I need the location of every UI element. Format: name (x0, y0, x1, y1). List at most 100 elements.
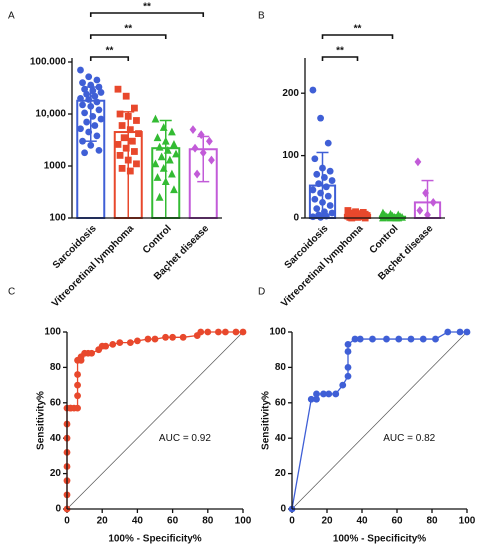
y-tick-label: 100 (44, 327, 61, 338)
significance: ** (354, 24, 362, 35)
point (169, 333, 177, 341)
point (131, 148, 138, 155)
y-tick-label: 20 (275, 468, 287, 479)
x-tick-label: Control (141, 223, 174, 256)
x-tick-label: 60 (391, 516, 403, 527)
y-tick-label: 60 (50, 397, 62, 408)
x-tick-label: 80 (426, 516, 438, 527)
y-tick-label: 40 (275, 433, 287, 444)
point (309, 186, 317, 194)
point (214, 328, 222, 336)
x-tick-label: 40 (132, 516, 144, 527)
point (383, 335, 390, 343)
point (332, 390, 340, 398)
point (97, 115, 105, 123)
point (197, 328, 205, 336)
point (116, 110, 124, 118)
point (324, 139, 332, 147)
point (189, 125, 197, 135)
panel-label: D (258, 287, 265, 298)
point (87, 141, 95, 149)
y-tick-label: 100 (269, 327, 286, 338)
x-tick-label: 20 (97, 516, 109, 527)
point (74, 392, 81, 400)
point (151, 159, 160, 168)
point (395, 335, 403, 343)
point (77, 125, 84, 133)
y-tick-label: 0 (280, 504, 286, 515)
point (134, 337, 141, 345)
point (118, 164, 126, 172)
point (407, 335, 415, 343)
point (222, 328, 229, 336)
point (133, 160, 140, 168)
point (311, 155, 319, 163)
point (135, 130, 142, 137)
x-tick-label: 40 (356, 516, 368, 527)
point (313, 395, 320, 403)
point (239, 328, 247, 336)
point (91, 92, 99, 100)
point (168, 169, 176, 178)
point (116, 151, 124, 159)
point (74, 404, 81, 412)
point (320, 390, 327, 398)
point (144, 335, 152, 343)
significance: ** (124, 24, 132, 35)
point (232, 328, 240, 336)
point (114, 141, 122, 148)
point (81, 149, 88, 157)
point (157, 152, 166, 161)
point (120, 134, 128, 142)
x-tick-label: Control (368, 223, 401, 256)
y-tick-label: 100.000 (30, 57, 67, 68)
bracket (321, 34, 394, 39)
significance: ** (336, 46, 344, 57)
point (170, 185, 178, 194)
significance: ** (143, 2, 151, 13)
y-tick-label: 20 (50, 468, 62, 479)
point (339, 381, 347, 389)
point (126, 167, 134, 175)
point (344, 372, 352, 380)
point (208, 155, 215, 165)
bracket (89, 34, 167, 39)
point (325, 390, 333, 398)
point (309, 86, 317, 94)
point (74, 381, 81, 389)
point (313, 205, 321, 213)
y-axis-title: Sensitivity% (36, 391, 47, 450)
point (307, 395, 315, 403)
point (170, 140, 178, 148)
reference-diagonal (66, 331, 244, 510)
y-tick-label: 60 (275, 397, 287, 408)
point (356, 335, 364, 343)
annotation: AUC = 0.82 (383, 433, 435, 444)
y-axis-title: Sensitivity% (261, 391, 272, 450)
point (83, 90, 91, 98)
point (126, 339, 134, 347)
point (456, 328, 464, 336)
x-axis-title: 100% - Specificity% (108, 534, 201, 545)
y-tick-label: 100 (282, 150, 299, 161)
point (191, 143, 199, 153)
point (95, 83, 103, 91)
point (126, 126, 134, 134)
point (74, 371, 81, 378)
panel-label: A (8, 11, 15, 22)
point (77, 66, 84, 74)
point (77, 94, 84, 102)
y-tick-label: 80 (50, 362, 62, 373)
point (419, 335, 427, 343)
point (155, 142, 164, 151)
point (153, 173, 162, 181)
x-axis-title: 100% - Specificity% (333, 534, 426, 545)
y-tick-label: 80 (275, 362, 287, 373)
point (351, 335, 359, 343)
point (153, 133, 162, 142)
point (193, 169, 201, 179)
point (128, 137, 136, 145)
point (344, 364, 352, 371)
point (85, 73, 93, 81)
point (328, 209, 336, 217)
